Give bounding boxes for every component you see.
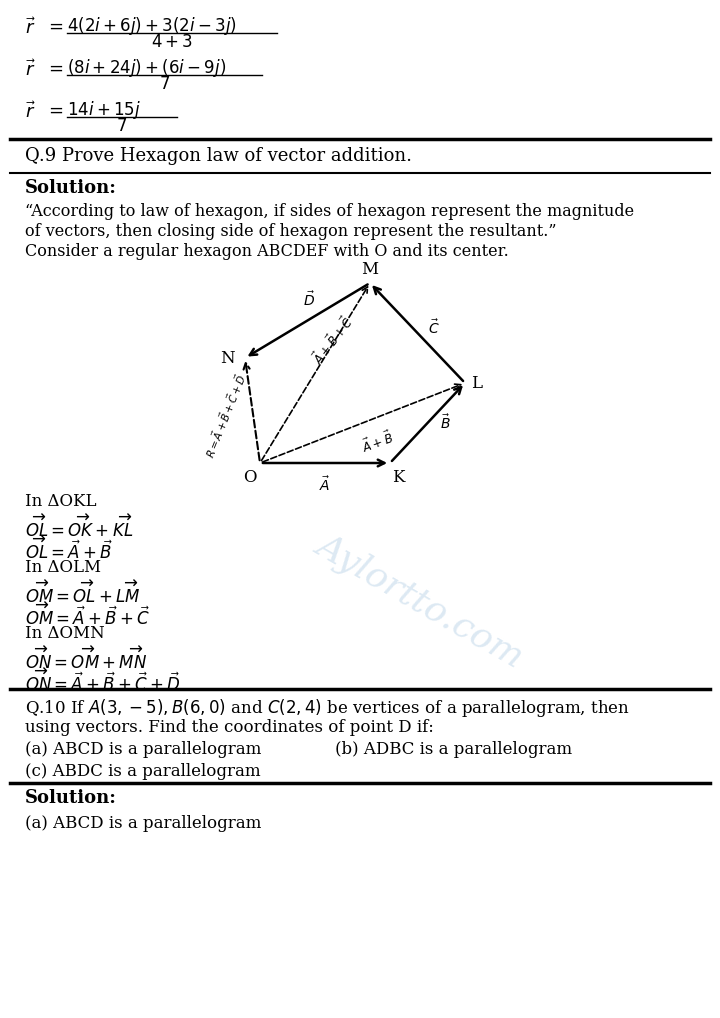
- Text: M: M: [361, 261, 379, 278]
- Text: (a) ABCD is a parallelogram: (a) ABCD is a parallelogram: [25, 815, 261, 832]
- Text: $\vec{A}+\vec{B}$: $\vec{A}+\vec{B}$: [359, 429, 396, 456]
- Text: (b) ADBC is a parallelogram: (b) ADBC is a parallelogram: [335, 741, 572, 758]
- Text: $=$: $=$: [45, 101, 63, 119]
- Text: L: L: [472, 375, 482, 392]
- Text: using vectors. Find the coordinates of point D if:: using vectors. Find the coordinates of p…: [25, 719, 434, 736]
- Text: $4+3$: $4+3$: [151, 34, 193, 51]
- Text: $=$: $=$: [45, 59, 63, 77]
- Text: $R=\vec{A}+\vec{B}+\vec{C}+\vec{D}$: $R=\vec{A}+\vec{B}+\vec{C}+\vec{D}$: [202, 372, 249, 460]
- Text: of vectors, then closing side of hexagon represent the resultant.”: of vectors, then closing side of hexagon…: [25, 223, 557, 240]
- Text: In ΔOLM: In ΔOLM: [25, 559, 101, 576]
- Text: $\vec{C}$: $\vec{C}$: [428, 319, 439, 337]
- Text: (a) ABCD is a parallelogram: (a) ABCD is a parallelogram: [25, 741, 261, 758]
- Text: K: K: [392, 468, 404, 486]
- Text: $7$: $7$: [159, 76, 170, 93]
- Text: $\overrightarrow{OM} = \vec{A} + \vec{B} + \vec{C}$: $\overrightarrow{OM} = \vec{A} + \vec{B}…: [25, 603, 150, 629]
- Text: O: O: [243, 468, 257, 486]
- Text: $4(2i+6j)+3(2i-3j)$: $4(2i+6j)+3(2i-3j)$: [67, 15, 237, 37]
- Text: In ΔOMN: In ΔOMN: [25, 625, 104, 642]
- Text: Solution:: Solution:: [25, 789, 117, 807]
- Text: $14i+15j$: $14i+15j$: [67, 99, 141, 121]
- Text: $(8i+24j)+(6i-9j)$: $(8i+24j)+(6i-9j)$: [67, 57, 226, 79]
- Text: $\vec{B}$: $\vec{B}$: [439, 413, 450, 433]
- Text: $\vec{A}$: $\vec{A}$: [320, 475, 330, 494]
- Text: Aylortto.com: Aylortto.com: [310, 526, 530, 673]
- Text: $7$: $7$: [117, 118, 127, 135]
- Text: $=$: $=$: [45, 17, 63, 35]
- Text: Consider a regular hexagon ABCDEF with O and its center.: Consider a regular hexagon ABCDEF with O…: [25, 243, 509, 260]
- Text: $\overrightarrow{OL} = \overrightarrow{OK} + \overrightarrow{KL}$: $\overrightarrow{OL} = \overrightarrow{O…: [25, 515, 133, 542]
- Text: $\overrightarrow{ON} = \vec{A} + \vec{B} + \vec{C} + \vec{D}$: $\overrightarrow{ON} = \vec{A} + \vec{B}…: [25, 669, 181, 695]
- Text: $\overrightarrow{OM} = \overrightarrow{OL} + \overrightarrow{LM}$: $\overrightarrow{OM} = \overrightarrow{O…: [25, 581, 141, 608]
- Text: Q.9 Prove Hexagon law of vector addition.: Q.9 Prove Hexagon law of vector addition…: [25, 147, 412, 165]
- Text: $\overrightarrow{ON} = \overrightarrow{OM} + \overrightarrow{MN}$: $\overrightarrow{ON} = \overrightarrow{O…: [25, 647, 147, 673]
- Text: $\vec{D}$: $\vec{D}$: [304, 290, 315, 308]
- Text: Q.10 If $A(3,-5), B(6,0)$ and $C(2,4)$ be vertices of a parallelogram, then: Q.10 If $A(3,-5), B(6,0)$ and $C(2,4)$ b…: [25, 697, 630, 719]
- Text: $\vec{A}+\vec{B}+\vec{C}$: $\vec{A}+\vec{B}+\vec{C}$: [309, 314, 357, 367]
- Text: $\overrightarrow{OL} = \vec{A} + \vec{B}$: $\overrightarrow{OL} = \vec{A} + \vec{B}…: [25, 538, 113, 563]
- Text: “According to law of hexagon, if sides of hexagon represent the magnitude: “According to law of hexagon, if sides o…: [25, 203, 634, 220]
- Text: (c) ABDC is a parallelogram: (c) ABDC is a parallelogram: [25, 764, 261, 780]
- Text: $\vec{r}$: $\vec{r}$: [25, 59, 36, 79]
- Text: In ΔOKL: In ΔOKL: [25, 493, 96, 510]
- Text: Solution:: Solution:: [25, 179, 117, 197]
- Text: N: N: [220, 349, 234, 366]
- Text: $\vec{r}$: $\vec{r}$: [25, 101, 36, 122]
- Text: $\vec{r}$: $\vec{r}$: [25, 17, 36, 38]
